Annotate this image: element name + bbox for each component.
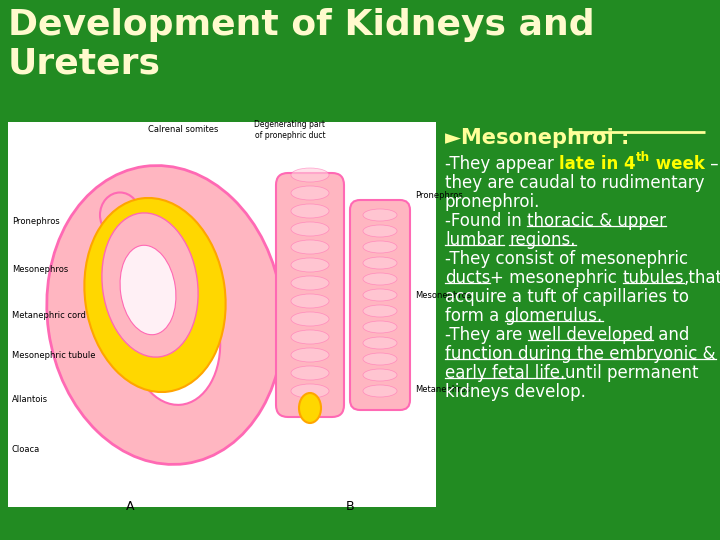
Ellipse shape [291, 312, 329, 326]
Ellipse shape [363, 257, 397, 269]
Text: acquire a tuft of capillaries to: acquire a tuft of capillaries to [445, 288, 689, 306]
Text: well developed: well developed [528, 326, 653, 344]
Ellipse shape [363, 305, 397, 317]
Text: Metanephros: Metanephros [415, 386, 470, 395]
Text: and: and [653, 326, 689, 344]
Ellipse shape [363, 321, 397, 333]
Ellipse shape [291, 384, 329, 398]
Text: pronephroi.: pronephroi. [445, 193, 541, 211]
Ellipse shape [291, 348, 329, 362]
Text: th: th [636, 151, 650, 164]
Text: glomerulus.: glomerulus. [505, 307, 603, 325]
Ellipse shape [291, 366, 329, 380]
Text: + mesonephric: + mesonephric [490, 269, 623, 287]
Ellipse shape [120, 245, 176, 335]
Ellipse shape [291, 294, 329, 308]
Ellipse shape [291, 240, 329, 254]
Text: late in 4: late in 4 [559, 155, 636, 173]
Text: Pronephros: Pronephros [12, 218, 60, 226]
Text: they are caudal to rudimentary: they are caudal to rudimentary [445, 174, 704, 192]
Ellipse shape [102, 213, 198, 357]
FancyBboxPatch shape [350, 200, 410, 410]
Text: form a: form a [445, 307, 505, 325]
Text: tubules: tubules [623, 269, 684, 287]
Ellipse shape [363, 241, 397, 253]
Text: Degenerating part
of pronephric duct: Degenerating part of pronephric duct [254, 120, 325, 140]
Ellipse shape [291, 168, 329, 182]
Text: ducts: ducts [445, 269, 490, 287]
Text: Calrenal somites: Calrenal somites [148, 125, 218, 134]
Text: A: A [126, 500, 134, 513]
Text: -They are: -They are [445, 326, 528, 344]
Text: Mesonephric tubule: Mesonephric tubule [12, 350, 96, 360]
Text: ►Mesonephroi :: ►Mesonephroi : [445, 128, 629, 148]
Ellipse shape [130, 275, 220, 405]
Ellipse shape [363, 273, 397, 285]
Text: Cloaca: Cloaca [12, 446, 40, 455]
Text: Mesonephros: Mesonephros [12, 266, 68, 274]
Text: –: – [705, 155, 719, 173]
Ellipse shape [84, 198, 225, 392]
Ellipse shape [291, 276, 329, 290]
Text: regions.: regions. [509, 231, 575, 249]
Text: thoracic & upper: thoracic & upper [527, 212, 666, 230]
Text: function during the embryonic &: function during the embryonic & [445, 345, 716, 363]
Ellipse shape [363, 353, 397, 365]
Ellipse shape [363, 289, 397, 301]
Text: -Found in: -Found in [445, 212, 527, 230]
Ellipse shape [363, 337, 397, 349]
FancyBboxPatch shape [8, 122, 436, 507]
Text: ,that: ,that [684, 269, 720, 287]
Ellipse shape [291, 222, 329, 236]
Ellipse shape [363, 225, 397, 237]
Text: Allantois: Allantois [12, 395, 48, 404]
Text: -They appear: -They appear [445, 155, 559, 173]
Text: Pronephros: Pronephros [415, 191, 463, 199]
Text: Development of Kidneys and
Ureters: Development of Kidneys and Ureters [8, 8, 595, 80]
Ellipse shape [363, 385, 397, 397]
FancyBboxPatch shape [276, 173, 344, 417]
Text: -They consist of mesonephric: -They consist of mesonephric [445, 250, 688, 268]
Ellipse shape [291, 258, 329, 272]
Text: Metanephric cord: Metanephric cord [12, 310, 86, 320]
Text: until permanent: until permanent [565, 364, 698, 382]
Ellipse shape [100, 192, 140, 238]
Text: B: B [346, 500, 354, 513]
Ellipse shape [363, 369, 397, 381]
Text: Mesonephros: Mesonephros [415, 291, 472, 300]
Ellipse shape [291, 204, 329, 218]
Ellipse shape [291, 186, 329, 200]
Text: kidneys develop.: kidneys develop. [445, 383, 586, 401]
Text: lumbar: lumbar [445, 231, 504, 249]
Ellipse shape [291, 330, 329, 344]
Ellipse shape [47, 166, 283, 464]
Text: week: week [650, 155, 705, 173]
Ellipse shape [299, 393, 321, 423]
Ellipse shape [363, 209, 397, 221]
Text: early fetal life.: early fetal life. [445, 364, 565, 382]
